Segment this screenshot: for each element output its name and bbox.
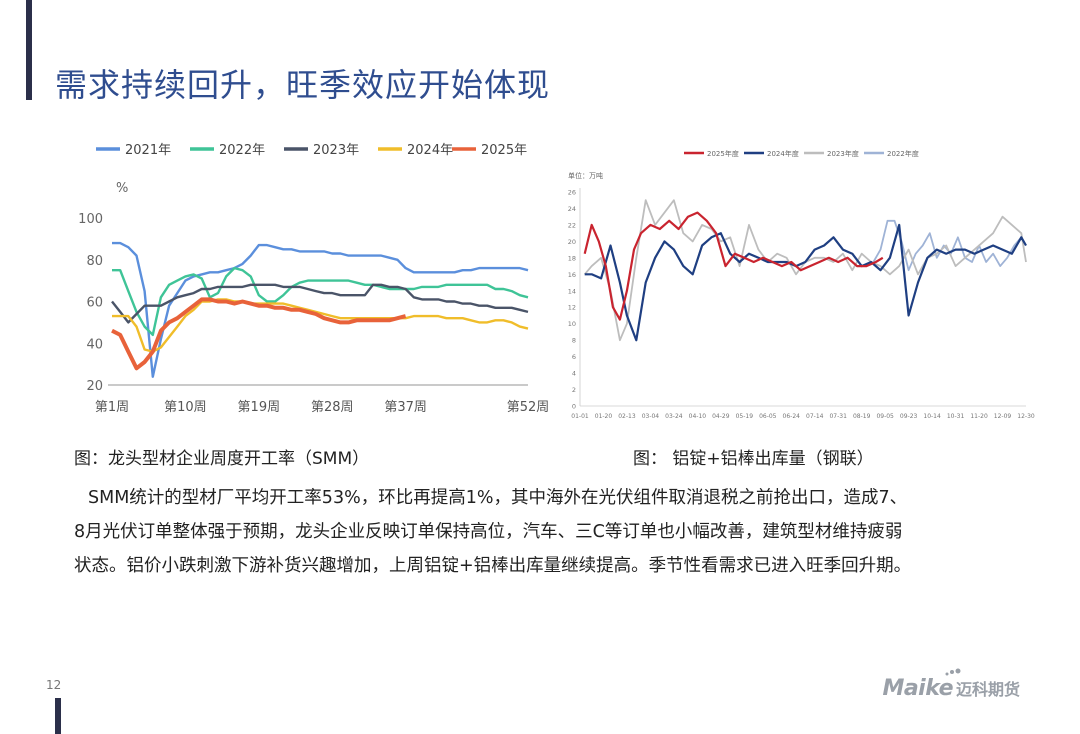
series-line-2025年度: [583, 211, 884, 321]
x-tick-04-29: 04-29: [712, 413, 730, 420]
y-tick-18: 18: [568, 254, 576, 262]
legend-label-2023年: 2023年: [313, 143, 359, 158]
legend-label-2022年: 2022年: [219, 143, 265, 158]
x-tick-28: 第28周: [311, 400, 354, 415]
y-tick-22: 22: [568, 221, 576, 229]
y-unit-label: %: [116, 181, 128, 196]
legend-label-2025年度: 2025年度: [707, 149, 739, 158]
chart-right-container: 2025年度 2024年度 2023年度 2022年度 单位：万吨 0 2 4 6 8 10 12 14…: [560, 136, 1040, 426]
x-tick-04-10: 04-10: [689, 413, 707, 420]
y-tick-8: 8: [572, 337, 576, 345]
x-tick-09-05: 09-05: [876, 413, 894, 420]
x-tick-01-01: 01-01: [571, 413, 589, 420]
y-tick-80: 80: [86, 254, 103, 269]
x-tick-06-24: 06-24: [783, 413, 801, 420]
page-title: 需求持续回升，旺季效应开始体现: [55, 66, 551, 104]
x-tick-06-05: 06-05: [759, 413, 777, 420]
x-tick-37: 第37周: [384, 400, 427, 415]
y-tick-100: 100: [78, 212, 103, 227]
logo-mark-icon: [945, 668, 961, 676]
x-tick-1: 第1周: [95, 400, 129, 415]
x-tick-02-13: 02-13: [618, 413, 636, 420]
x-tick-19: 第19周: [238, 400, 281, 415]
company-logo: Maike 迈科期货: [882, 676, 1020, 701]
x-tick-01-20: 01-20: [595, 413, 613, 420]
y-tick-40: 40: [86, 337, 103, 352]
y-tick-4: 4: [572, 370, 576, 378]
x-tick-52: 第52周: [507, 400, 550, 415]
y-tick-20: 20: [568, 238, 576, 246]
legend-label-2024年: 2024年: [407, 143, 453, 158]
y-tick-16: 16: [568, 271, 576, 279]
x-tick-10-31: 10-31: [947, 413, 965, 420]
y-unit-label: 单位：万吨: [568, 171, 603, 180]
series-line-2022年: [112, 266, 529, 337]
series-line-2022年度: [872, 219, 1027, 272]
right-line-chart: 2025年度 2024年度 2023年度 2022年度单位：万吨02468101214…: [568, 149, 1035, 420]
body-paragraph: SMM统计的型材厂平均开工率53%，环比再提高1%，其中海外在光伏组件取消退税之…: [74, 481, 1044, 583]
x-tick-05-19: 05-19: [736, 413, 754, 420]
series-line-2024年度: [584, 223, 1027, 342]
x-tick-12-30: 12-30: [1017, 413, 1035, 420]
y-tick-12: 12: [568, 304, 576, 312]
series-line-2024年: [112, 298, 529, 353]
legend-label-2022年度: 2022年度: [887, 149, 919, 158]
x-tick-11-20: 11-20: [970, 413, 988, 420]
y-tick-20: 20: [86, 379, 103, 394]
body-line-1: SMM统计的型材厂平均开工率53%，环比再提高1%，其中海外在光伏组件取消退税之…: [88, 488, 908, 508]
x-tick-07-14: 07-14: [806, 413, 824, 420]
legend-label-2021年: 2021年: [125, 143, 171, 158]
x-tick-10-14: 10-14: [923, 413, 941, 420]
series-line-2025年: [111, 297, 407, 371]
y-tick-24: 24: [568, 205, 576, 213]
y-tick-10: 10: [568, 320, 576, 328]
x-tick-03-04: 03-04: [642, 413, 660, 420]
y-tick-6: 6: [572, 353, 576, 361]
body-line-3: 状态。铝价小跌刺激下游补货兴趣增加，上周铝锭+铝棒出库量继续提高。季节性看需求已…: [74, 556, 912, 576]
logo-name: 迈科期货: [955, 680, 1020, 699]
x-tick-08-19: 08-19: [853, 413, 871, 420]
y-tick-60: 60: [86, 296, 103, 311]
left-chart-caption: 图：龙头型材企业周度开工率（SMM）: [74, 449, 370, 469]
body-line-2: 8月光伏订单整体强于预期，龙头企业反映订单保持高位，汽车、三C等订单也小幅改善，…: [74, 522, 903, 542]
x-tick-03-24: 03-24: [665, 413, 683, 420]
y-tick-0: 0: [572, 403, 576, 411]
series-line-2021年: [112, 241, 529, 378]
legend-label-2023年度: 2023年度: [827, 149, 859, 158]
x-tick-12-09: 12-09: [994, 413, 1012, 420]
legend-label-2025年: 2025年: [481, 143, 527, 158]
y-tick-26: 26: [568, 189, 576, 197]
legend-label-2024年度: 2024年度: [767, 149, 799, 158]
x-tick-09-23: 09-23: [900, 413, 918, 420]
footer-accent-bar: [55, 698, 61, 734]
series-line-2023年: [111, 283, 529, 324]
logo-brand: Maike: [882, 676, 953, 701]
y-tick-2: 2: [572, 386, 576, 394]
y-tick-14: 14: [568, 287, 576, 295]
chart-left-container: 2021年 2022年 2023年 2024年 2025年% 20 40 60 80 100 第1周…: [70, 130, 550, 430]
page-number: 12: [46, 678, 62, 692]
x-tick-10: 第10周: [164, 400, 207, 415]
right-chart-caption: 图： 铝锭+铝棒出库量（钢联）: [633, 449, 874, 469]
x-tick-07-31: 07-31: [829, 413, 847, 420]
left-line-chart: 2021年 2022年 2023年 2024年 2025年% 20 40 60 80 100 第1周…: [78, 143, 550, 415]
title-accent-bar: [26, 0, 32, 100]
